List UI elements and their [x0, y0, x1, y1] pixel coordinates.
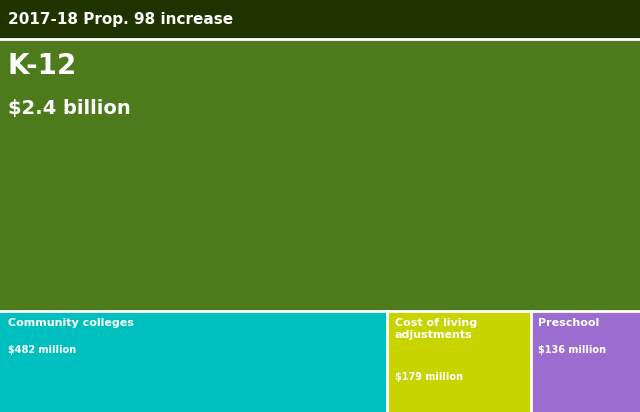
Bar — [0, 39, 640, 311]
Bar — [0, 0, 640, 39]
Text: Cost of living
adjustments: Cost of living adjustments — [395, 318, 477, 340]
Bar — [387, 311, 531, 412]
Text: $2.4 billion: $2.4 billion — [8, 99, 131, 118]
Text: $482 million: $482 million — [8, 345, 76, 355]
Text: Preschool: Preschool — [538, 318, 600, 328]
Text: $179 million: $179 million — [395, 372, 463, 382]
Bar — [0, 311, 387, 412]
Text: 2017-18 Prop. 98 increase: 2017-18 Prop. 98 increase — [8, 12, 233, 27]
Bar — [531, 311, 640, 412]
Text: K-12: K-12 — [8, 52, 77, 80]
Text: Community colleges: Community colleges — [8, 318, 134, 328]
Text: $136 million: $136 million — [538, 345, 607, 355]
